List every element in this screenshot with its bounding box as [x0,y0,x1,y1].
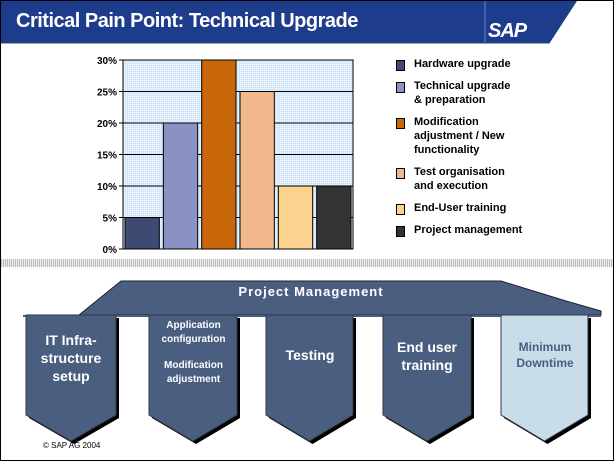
chevron-step-it-infrastructure [25,314,117,442]
step-end-user-training-label: End user training [397,339,457,373]
page-title: Critical Pain Point: Technical Upgrade [16,10,358,32]
legend-swatch [396,168,405,179]
bar-3 [201,59,237,250]
chevron-step-end-user-training [382,314,472,442]
bar-2 [162,122,199,250]
bar-4 [239,91,275,250]
bar-5 [277,185,314,250]
legend-label: Modification adjustment / New functional… [414,116,505,156]
legend-item: End-User training [396,201,611,215]
legend-item: Modification adjustment / New functional… [396,115,611,157]
step-application-configuration-label: Application configuration [161,320,226,345]
legend-item: Test organisation and execution [396,165,611,193]
step-modification-adjustment-label: Modification adjustment [164,360,223,385]
legend-swatch [396,226,405,237]
legend-label: Technical upgrade & preparation [414,80,511,106]
step-minimum-downtime-label: Minimum Downtime [516,340,574,370]
legend-item: Hardware upgrade [396,57,611,71]
chart-legend: Hardware upgrade Technical upgrade & prep… [396,57,611,237]
bar-chart: 0% 5% 10% 15% 20% 25% 30% [97,56,354,256]
project-management-label: Project Management [238,284,384,299]
copyright: © SAP AG 2004 [43,441,101,450]
header-banner: Critical Pain Point: Technical Upgrade S… [1,1,613,45]
step-testing-label: Testing [285,347,335,363]
legend-item: Technical upgrade & preparation [396,79,611,107]
legend-swatch [396,204,405,215]
y-tick-label: 30% [97,56,117,67]
y-tick-label: 25% [97,88,117,99]
chevron-step-minimum-downtime [500,314,589,442]
y-tick-label: 5% [103,214,118,225]
bar-6 [316,185,352,250]
y-tick-label: 10% [97,182,117,193]
divider [1,259,613,267]
legend-swatch [396,82,405,93]
legend-swatch [396,118,405,129]
bar-1 [124,217,160,250]
step-application-modification-labels: Application configuration Modification a… [146,319,241,387]
y-tick-label: 0% [103,245,118,256]
chevron-step-application-modification [148,314,238,442]
legend-label: Test organisation and execution [414,166,505,192]
step-it-infrastructure-label: IT Infra- structure setup [40,332,102,384]
y-tick-label: 20% [97,119,117,130]
y-tick-label: 15% [97,151,117,162]
sap-logo: SAP [488,20,527,42]
legend-swatch [396,60,405,71]
process-diagram [23,280,602,444]
chevron-step-testing [265,314,354,442]
legend-label: End-User training [414,202,507,214]
legend-item: Project management [396,223,611,237]
legend-label: Hardware upgrade [414,58,511,70]
legend-label: Project management [414,224,523,236]
